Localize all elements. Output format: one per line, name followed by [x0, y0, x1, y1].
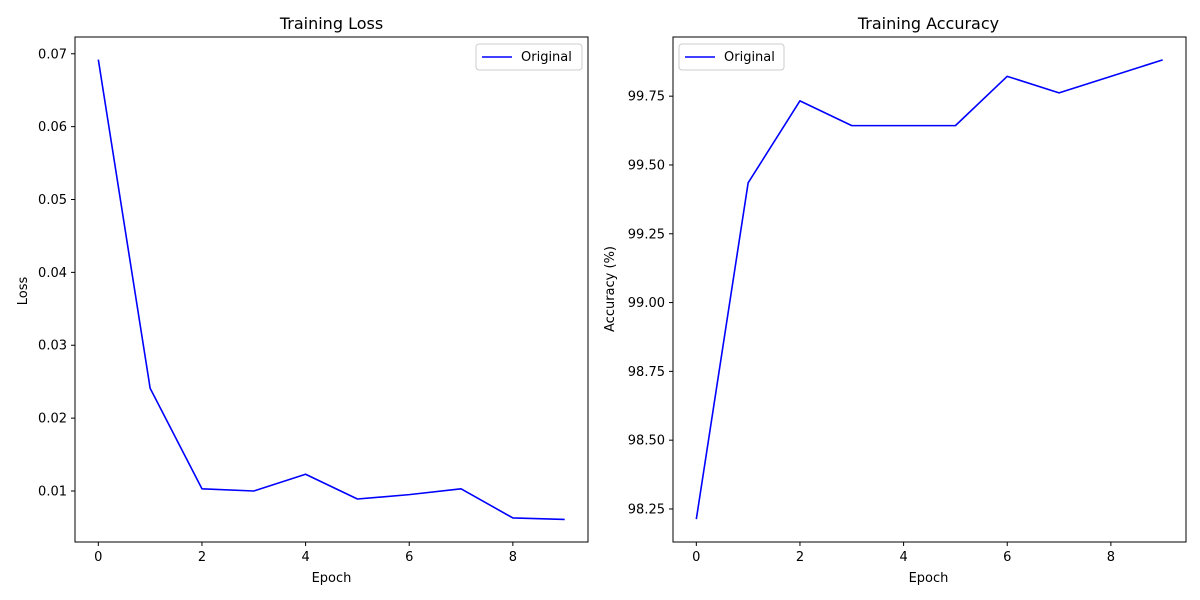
loss-y-tick-label: 0.06: [38, 120, 67, 135]
loss-x-tick-label: 8: [509, 550, 517, 565]
accuracy-series-line: [695, 59, 1163, 520]
loss-ticks: 0 2 4 6 8 0.01 0.02 0.03 0.04 0.05 0.06 0.07: [38, 47, 517, 565]
loss-y-tick-label: 0.03: [38, 339, 67, 354]
accuracy-y-tick-label: 99.00: [628, 296, 665, 311]
loss-y-tick-label: 0.07: [38, 47, 67, 62]
loss-y-tick-label: 0.04: [38, 266, 67, 281]
loss-legend-label: Original: [521, 50, 572, 65]
accuracy-y-tick-label: 98.50: [628, 434, 665, 449]
loss-y-tick-label: 0.01: [38, 484, 67, 499]
accuracy-y-tick-label: 99.50: [628, 158, 665, 173]
accuracy-ticks: 0 2 4 6 8 98.25 98.50 98.75 99.00 99.25 99.50 99.75: [628, 90, 1115, 565]
accuracy-plot-frame: [672, 36, 1187, 543]
accuracy-legend-label: Original: [724, 50, 775, 65]
accuracy-y-axis-label: Accuracy (%): [603, 246, 618, 332]
accuracy-x-tick-label: 8: [1107, 550, 1115, 565]
loss-y-tick-label: 0.05: [38, 193, 67, 208]
accuracy-legend: Original: [678, 43, 785, 71]
accuracy-chart-title: Training Accuracy: [857, 14, 999, 33]
accuracy-x-tick-label: 6: [1003, 550, 1011, 565]
loss-x-tick-label: 0: [94, 550, 102, 565]
loss-x-tick-label: 2: [198, 550, 206, 565]
loss-x-tick-label: 6: [405, 550, 413, 565]
accuracy-x-tick-label: 0: [692, 550, 700, 565]
loss-chart-title: Training Loss: [279, 14, 383, 33]
accuracy-x-tick-label: 4: [899, 550, 907, 565]
loss-legend-box: [475, 43, 583, 71]
accuracy-y-tick-label: 98.75: [628, 365, 665, 380]
accuracy-y-tick-label: 99.25: [628, 227, 665, 242]
loss-legend: Original: [475, 43, 583, 71]
loss-series-line: [97, 59, 565, 521]
accuracy-subplot: Training Accuracy Epoch Accuracy (%) 0 2 4…: [603, 14, 1187, 586]
loss-x-axis-label: Epoch: [312, 571, 352, 586]
loss-y-axis-label: Loss: [16, 277, 31, 306]
accuracy-x-axis-label: Epoch: [909, 571, 949, 586]
loss-subplot: Training Loss Epoch Loss 0 2 4 6 8 0.01 0.02 0.…: [16, 14, 589, 586]
accuracy-y-tick-label: 98.25: [628, 502, 665, 517]
accuracy-y-tick-label: 99.75: [628, 90, 665, 105]
loss-y-tick-label: 0.02: [38, 412, 67, 427]
loss-x-tick-label: 4: [301, 550, 309, 565]
loss-plot-frame: [74, 36, 589, 543]
accuracy-legend-box: [678, 43, 785, 71]
accuracy-x-tick-label: 2: [796, 550, 804, 565]
